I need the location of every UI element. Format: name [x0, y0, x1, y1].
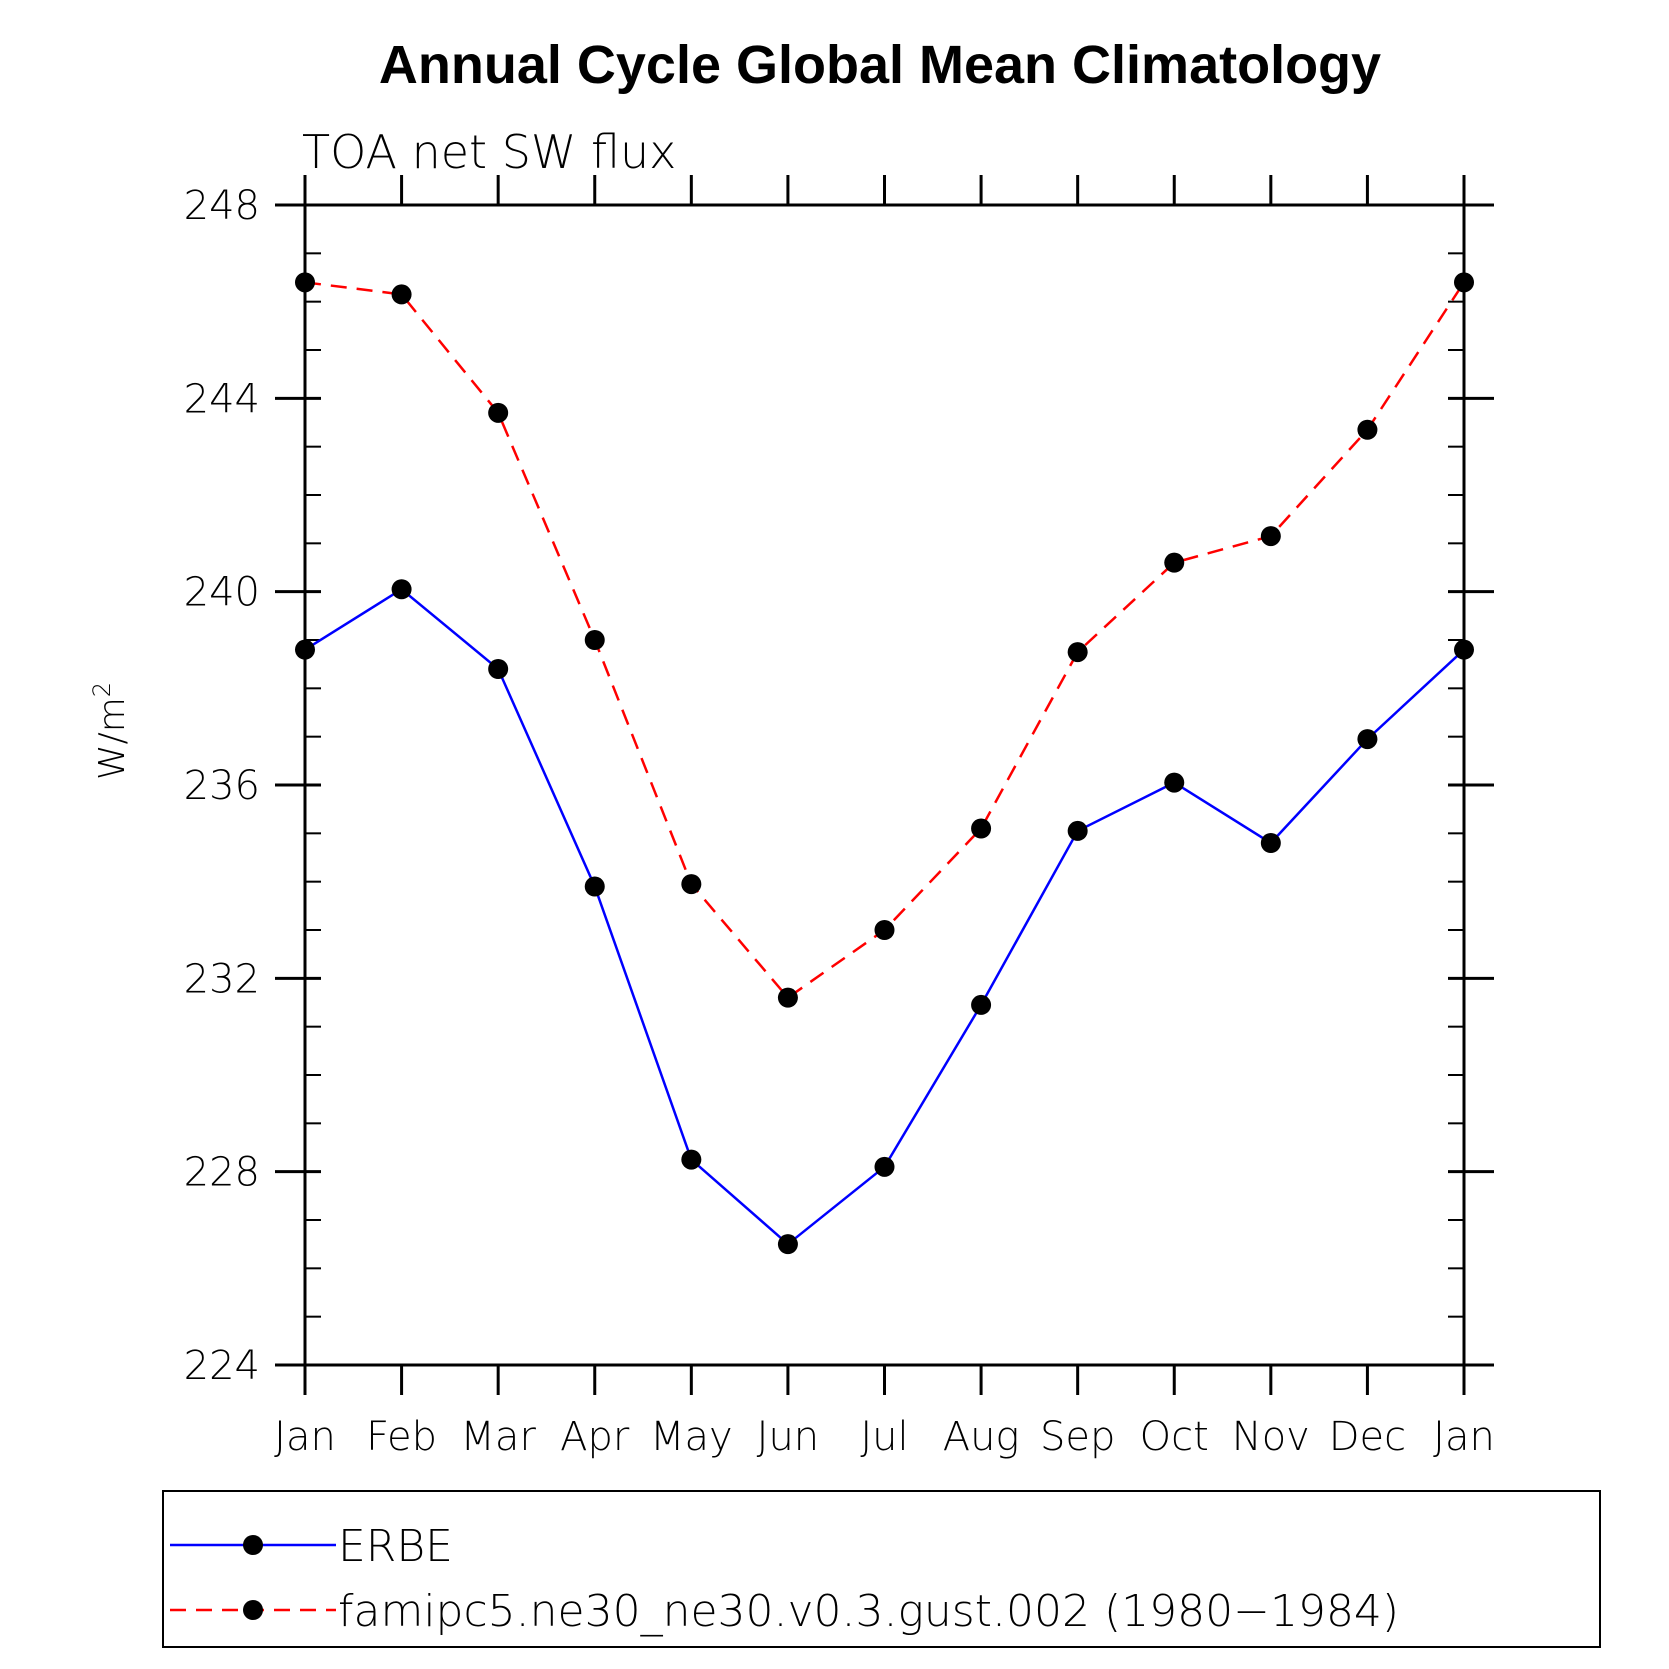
series-2-point: [391, 284, 412, 305]
series-1-point: [874, 1156, 895, 1177]
y-axis-label-main: W/m: [92, 697, 133, 780]
plot-frame: [303, 203, 1466, 1367]
y-axis-label: W/m2: [88, 682, 133, 780]
chart-subtitle: TOA net SW flux: [302, 125, 676, 179]
x-tick-label: Jan: [1433, 1414, 1495, 1460]
x-tick-label: Jun: [757, 1414, 820, 1460]
legend: ERBE famipc5.ne30_ne30.v0.3.gust.002 (198…: [170, 1521, 1399, 1637]
series-2-point: [295, 272, 315, 293]
x-tick-label: May: [650, 1414, 733, 1460]
series-2-point: [681, 874, 702, 895]
series-1-point: [1067, 820, 1088, 841]
x-tick-label: Nov: [1232, 1414, 1310, 1460]
series-1-point: [971, 994, 992, 1015]
series-1-point: [1357, 729, 1378, 750]
legend-label: famipc5.ne30_ne30.v0.3.gust.002 (1980−19…: [338, 1586, 1399, 1637]
y-tick-label: 240: [184, 570, 260, 616]
y-axis-label-sup: 2: [88, 682, 116, 697]
series-2-point: [1067, 642, 1088, 663]
y-tick-label: 248: [184, 183, 260, 229]
series-layer: [295, 272, 1474, 1255]
series-2-point: [1357, 419, 1378, 440]
y-tick-label: 236: [184, 763, 260, 809]
x-tick-label: Oct: [1140, 1414, 1209, 1460]
legend-box: [162, 1490, 1601, 1648]
series-1-point: [1454, 639, 1474, 660]
x-tick-label: Mar: [460, 1414, 536, 1460]
series-2-point: [777, 987, 798, 1008]
series-2-point: [1260, 526, 1281, 547]
x-tick-label: Aug: [943, 1414, 1020, 1460]
series-2-point: [971, 818, 992, 839]
series-1-point: [295, 639, 315, 660]
series-2-point: [1164, 552, 1185, 573]
y-tick-label: 228: [184, 1150, 260, 1196]
series-1-point: [1260, 833, 1281, 853]
series-2-point: [874, 920, 895, 940]
x-tick-label: Apr: [560, 1414, 630, 1460]
series-2-point: [584, 630, 605, 650]
legend-label: ERBE: [338, 1521, 453, 1572]
y-tick-label: 244: [184, 376, 260, 422]
series-line-1: [304, 587, 1465, 1246]
series-2-point: [1454, 272, 1474, 293]
series-1-point: [777, 1234, 798, 1255]
chart-title: Annual Cycle Global Mean Climatology: [379, 35, 1381, 95]
legend-swatch-marker: [243, 1600, 263, 1620]
series-1-point: [1164, 772, 1185, 793]
series-line-2: [304, 281, 1466, 1000]
x-tick-label: Dec: [1329, 1414, 1406, 1460]
series-1-point: [681, 1149, 702, 1170]
x-tick-label: Sep: [1040, 1414, 1115, 1460]
x-tick-label: Jan: [274, 1414, 336, 1460]
series-1-point: [391, 579, 412, 600]
plot-axes: Jan Feb Mar Apr May Jun Jul Aug Sep Oct Nov Dec Jan 2…: [184, 175, 1495, 1460]
series-1-point: [584, 876, 605, 897]
series-2-point: [488, 402, 509, 423]
x-tick-label: Jul: [860, 1414, 908, 1460]
series-1-point: [488, 659, 509, 679]
x-tick-label: Feb: [366, 1414, 437, 1460]
y-tick-label: 232: [184, 956, 260, 1002]
y-tick-label: 224: [184, 1343, 260, 1389]
legend-swatch-marker: [243, 1535, 263, 1555]
